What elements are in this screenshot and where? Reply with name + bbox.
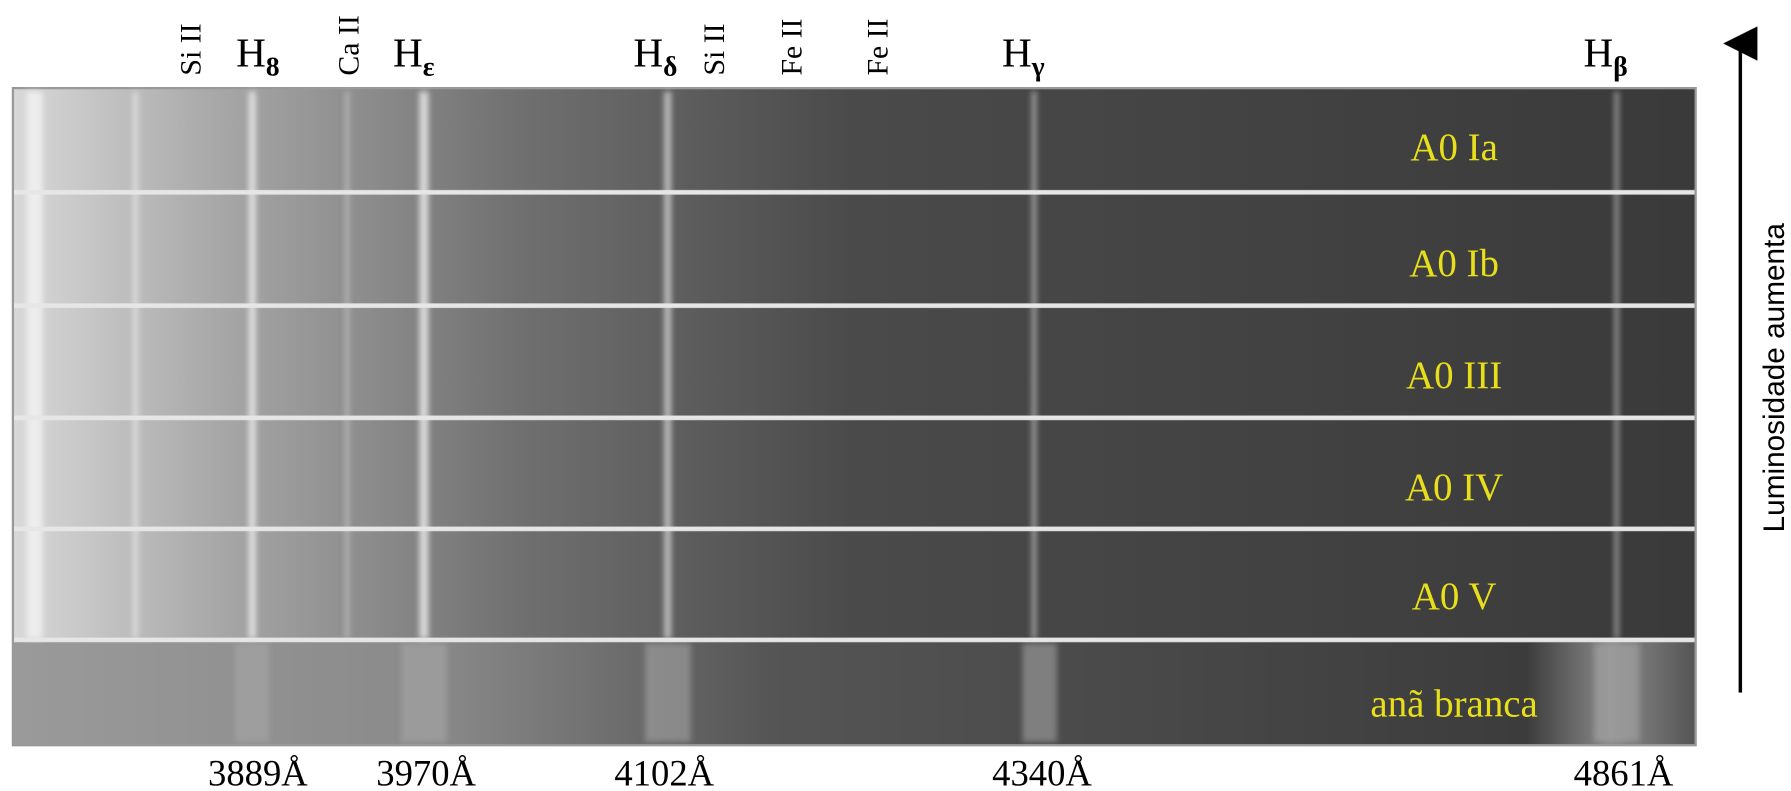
label-base: H [393, 29, 423, 75]
row-label: A0 Ib [1409, 242, 1499, 285]
wavelength-label: 4102Å [614, 752, 714, 791]
line-label: Hγ [1002, 29, 1045, 81]
spectral-line [419, 91, 429, 639]
row-label: A0 III [1406, 354, 1502, 397]
ion-label: Ca II [333, 15, 366, 75]
line-label: H8 [236, 29, 279, 81]
ion-label: Fe II [861, 19, 894, 76]
label-base: H [1583, 29, 1613, 75]
line-label: Hε [393, 29, 435, 81]
separator [14, 415, 1695, 421]
spectral-line [345, 91, 349, 639]
row-label: anã branca [1370, 683, 1537, 726]
spectra-panel [14, 89, 1695, 640]
separator [14, 637, 1695, 643]
row-label: A0 V [1412, 575, 1497, 618]
white-dwarf-spectrum [14, 641, 1695, 745]
row-separators [14, 190, 1695, 643]
label-subscript: 8 [266, 52, 280, 82]
spectral-line [132, 91, 139, 639]
label-subscript: δ [663, 52, 677, 82]
row-label: A0 Ia [1410, 126, 1498, 169]
row-label: A0 IV [1405, 466, 1503, 509]
broad-line [400, 643, 447, 742]
axis-label: Luminosidade aumenta [1758, 223, 1791, 533]
ion-label: Si II [175, 23, 208, 75]
label-base: H [1002, 29, 1032, 75]
ion-label: Fe II [776, 19, 809, 76]
broad-line [644, 643, 691, 742]
spectral-line [26, 91, 43, 639]
broad-line [234, 643, 270, 742]
label-subscript: ε [423, 52, 435, 82]
label-base: H [633, 29, 663, 75]
wavelength-label: 3970Å [376, 752, 476, 791]
separator [14, 303, 1695, 308]
broad-line [1022, 643, 1057, 742]
label-subscript: γ [1031, 52, 1045, 82]
spectral-line [248, 91, 256, 639]
spectral-line [664, 91, 672, 639]
broad-line [1593, 643, 1640, 742]
label-subscript: β [1613, 52, 1627, 82]
wavelength-label: 4861Å [1574, 752, 1674, 791]
wavelength-label: 4340Å [992, 752, 1092, 791]
spectral-line [1031, 91, 1037, 639]
line-label: Hδ [633, 29, 677, 81]
spectral-lines [26, 91, 1640, 742]
label-base: H [236, 29, 266, 75]
spectral-line [1614, 91, 1619, 639]
line-label: Hβ [1583, 29, 1627, 81]
separator [14, 526, 1695, 532]
wavelength-label: 3889Å [208, 752, 308, 791]
separator [14, 190, 1695, 195]
ion-label: Si II [698, 23, 731, 75]
